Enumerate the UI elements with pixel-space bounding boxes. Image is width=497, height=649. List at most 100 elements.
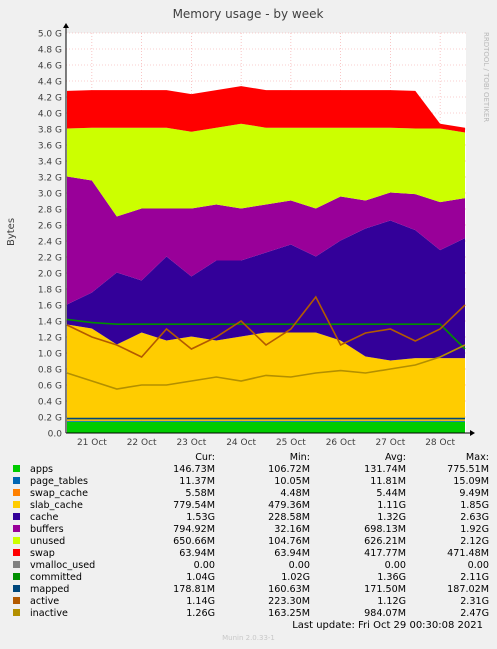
legend-swatch	[13, 524, 20, 532]
x-tick-label: 23 Oct	[176, 438, 206, 448]
y-tick-label: 4.2 G	[38, 94, 62, 104]
legend-max-value: 9.49M	[459, 488, 489, 499]
legend-swatch	[13, 596, 20, 604]
x-tick-label: 21 Oct	[77, 438, 107, 448]
legend-row-page-tables: page_tables 11.37M 10.05M 11.81M 15.09M	[11, 476, 489, 488]
legend-cur-value: 146.73M	[173, 464, 215, 475]
legend-avg-value: 626.21M	[364, 536, 406, 547]
x-tick-label: 27 Oct	[375, 438, 405, 448]
legend-cur-value: 1.04G	[186, 572, 215, 583]
y-axis-label: Bytes	[6, 218, 17, 246]
legend-row-swap-cache: swap_cache 5.58M 4.48M 5.44M 9.49M	[11, 488, 489, 500]
area-slab-cache	[67, 324, 465, 421]
chart-title: Memory usage - by week	[173, 7, 324, 21]
legend-row-cache: cache 1.53G 228.58M 1.32G 2.63G	[11, 512, 489, 524]
legend-cur-value: 11.37M	[179, 476, 215, 487]
legend-min-value: 163.25M	[268, 608, 310, 619]
legend-header-min: Min:	[289, 452, 310, 463]
legend-min-value: 4.48M	[280, 488, 310, 499]
legend-min-value: 1.02G	[281, 572, 310, 583]
legend-header-cur: Cur:	[195, 452, 215, 463]
legend-min-value: 104.76M	[268, 536, 310, 547]
legend-max-value: 2.31G	[460, 596, 489, 607]
legend-row-slab-cache: slab_cache 779.54M 479.36M 1.11G 1.85G	[11, 500, 489, 512]
legend-series-name: mapped	[30, 584, 70, 595]
legend-cur-value: 794.92M	[173, 524, 215, 535]
legend-series-name: unused	[30, 536, 66, 547]
y-tick-label: 0.0	[48, 430, 63, 440]
legend-swatch	[13, 476, 20, 484]
y-tick-label: 1.6 G	[38, 302, 62, 312]
legend-swatch	[13, 512, 20, 520]
x-axis-ticks: 21 Oct 22 Oct 23 Oct 24 Oct 25 Oct 26 Oct 27 O…	[77, 438, 456, 448]
legend-series-name: apps	[30, 464, 54, 475]
legend-cur-value: 0.00	[193, 560, 215, 571]
x-tick-label: 25 Oct	[276, 438, 306, 448]
area-swap	[67, 86, 465, 133]
legend-series-name: vmalloc_used	[30, 560, 96, 571]
y-tick-label: 5.0 G	[38, 30, 62, 40]
legend-avg-value: 1.32G	[377, 512, 406, 523]
legend-avg-value: 698.13M	[364, 524, 406, 535]
legend-min-value: 223.30M	[268, 596, 310, 607]
y-tick-label: 1.8 G	[38, 286, 62, 296]
y-tick-label: 0.4 G	[38, 398, 62, 408]
y-tick-label: 4.6 G	[38, 62, 62, 72]
legend-min-value: 228.58M	[268, 512, 310, 523]
legend-header-row: Cur: Min: Avg: Max:	[11, 452, 489, 464]
y-tick-label: 3.8 G	[38, 126, 62, 136]
legend-series-name: inactive	[30, 608, 68, 619]
legend-max-value: 2.63G	[460, 512, 489, 523]
legend-max-value: 775.51M	[447, 464, 489, 475]
last-update: Last update: Fri Oct 29 00:30:08 2021	[292, 620, 483, 631]
legend-row-buffers: buffers 794.92M 32.16M 698.13M 1.92G	[11, 524, 489, 536]
legend-avg-value: 1.12G	[377, 596, 406, 607]
legend-min-value: 63.94M	[274, 548, 310, 559]
legend-series-name: buffers	[30, 524, 64, 535]
y-tick-label: 1.4 G	[38, 318, 62, 328]
x-tick-label: 28 Oct	[425, 438, 455, 448]
line-inactive	[66, 344, 466, 390]
x-tick-label: 22 Oct	[127, 438, 157, 448]
y-tick-label: 2.0 G	[38, 270, 62, 280]
legend-header-max: Max:	[465, 452, 489, 463]
legend-series-name: committed	[30, 572, 83, 583]
legend-max-value: 2.11G	[460, 572, 489, 583]
legend-row-vmalloc-used: vmalloc_used 0.00 0.00 0.00 0.00	[11, 560, 489, 572]
legend-max-value: 187.02M	[447, 584, 489, 595]
y-tick-label: 4.8 G	[38, 46, 62, 56]
legend-row-active: active 1.14G 223.30M 1.12G 2.31G	[11, 596, 489, 608]
legend-row-mapped: mapped 178.81M 160.63M 171.50M 187.02M	[11, 584, 489, 596]
legend-swatch	[13, 464, 20, 472]
legend-header-avg: Avg:	[384, 452, 406, 463]
y-tick-label: 3.4 G	[38, 158, 62, 168]
y-tick-label: 2.6 G	[38, 222, 62, 232]
area-cache	[67, 220, 465, 361]
legend-swatch	[13, 608, 20, 616]
legend-cur-value: 63.94M	[179, 548, 215, 559]
legend-max-value: 0.00	[467, 560, 489, 571]
legend-series-name: slab_cache	[30, 500, 83, 511]
legend-max-value: 1.85G	[460, 500, 489, 511]
y-tick-label: 0.2 G	[38, 414, 62, 424]
legend-swatch	[13, 584, 20, 592]
legend-min-value: 0.00	[288, 560, 310, 571]
munin-version: Munin 2.0.33-1	[222, 634, 275, 642]
legend-row-unused: unused 650.66M 104.76M 626.21M 2.12G	[11, 536, 489, 548]
y-tick-label: 2.8 G	[38, 206, 62, 216]
y-tick-label: 1.2 G	[38, 334, 62, 344]
y-tick-label: 0.6 G	[38, 382, 62, 392]
legend-cur-value: 1.26G	[186, 608, 215, 619]
legend-row-committed: committed 1.04G 1.02G 1.36G 2.11G	[11, 572, 489, 584]
legend-avg-value: 171.50M	[364, 584, 406, 595]
legend-min-value: 32.16M	[274, 524, 310, 535]
rrdtool-watermark: RRDTOOL / TOBI OETIKER	[482, 32, 490, 122]
legend-max-value: 1.92G	[460, 524, 489, 535]
legend-cur-value: 1.53G	[186, 512, 215, 523]
legend-avg-value: 1.11G	[377, 500, 406, 511]
legend-max-value: 15.09M	[453, 476, 489, 487]
legend-min-value: 106.72M	[268, 464, 310, 475]
legend-cur-value: 5.58M	[185, 488, 215, 499]
area-unused	[67, 123, 465, 217]
legend-avg-value: 131.74M	[364, 464, 406, 475]
